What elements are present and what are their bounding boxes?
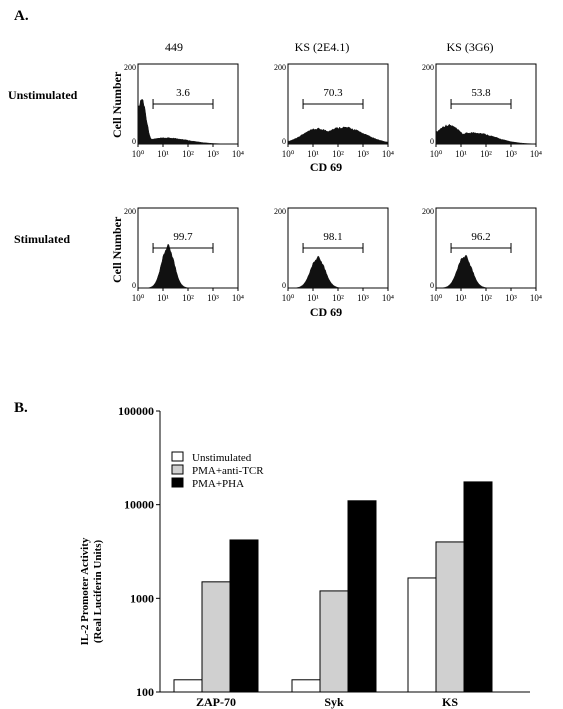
x-tick-label: 10⁴ xyxy=(232,293,244,303)
y-tick-label: 200 xyxy=(124,63,136,72)
y-tick-label: 0 xyxy=(430,137,434,146)
histogram-stimulated-2: 200 0 10⁰ 10¹ 10² 10³ 10⁴ 96.2 xyxy=(422,207,542,303)
row-label-unstimulated: Unstimulated xyxy=(8,88,78,102)
histogram-area xyxy=(435,254,536,289)
y-tick-label: 0 xyxy=(132,281,136,290)
x-tick-label: 10¹ xyxy=(455,149,467,159)
x-tick-label: 10⁴ xyxy=(382,149,394,159)
panel-b-label: B. xyxy=(14,400,28,416)
gate-percentage-label: 3.6 xyxy=(176,87,190,99)
y-axis-title-line1: IL-2 Promoter Activity xyxy=(79,537,91,645)
x-tick-label: 10⁴ xyxy=(232,149,244,159)
x-tick-label: 10¹ xyxy=(307,149,319,159)
histogram-area xyxy=(287,255,388,289)
histogram-area xyxy=(435,123,537,145)
x-tick-label: 10³ xyxy=(207,149,219,159)
legend-label: Unstimulated xyxy=(192,452,252,464)
legend-swatch xyxy=(171,464,184,475)
y-tick-label: 0 xyxy=(132,137,136,146)
x-tick-label: 10⁴ xyxy=(530,293,542,303)
panel-a-label: A. xyxy=(14,8,29,24)
x-tick-label: 10² xyxy=(332,149,344,159)
x-tick-label: 10³ xyxy=(505,293,517,303)
x-tick-label: 10² xyxy=(182,149,194,159)
bar-ks-0 xyxy=(407,577,437,693)
x-tick-label: 10² xyxy=(332,293,344,303)
histogram-unstimulated-2: 200 0 10⁰ 10¹ 10² 10³ 10⁴ 53.8 xyxy=(422,63,542,159)
x-category-label: ZAP-70 xyxy=(196,695,236,709)
x-tick-label: 10¹ xyxy=(157,293,169,303)
bar-ks-1 xyxy=(435,541,465,693)
y-tick-label: 0 xyxy=(430,281,434,290)
x-tick-label: 10³ xyxy=(357,149,369,159)
histogram-area xyxy=(287,126,389,145)
x-tick-label: 10⁰ xyxy=(132,293,145,303)
y-tick-label: 100000 xyxy=(118,404,154,418)
y-tick-label: 10000 xyxy=(124,498,154,512)
gate-percentage-label: 96.2 xyxy=(471,231,490,243)
x-tick-label: 10³ xyxy=(207,293,219,303)
row-label-stimulated: Stimulated xyxy=(14,232,71,246)
y-tick-label: 200 xyxy=(124,207,136,216)
x-tick-label: 10⁰ xyxy=(430,149,443,159)
bar-zap-70-2 xyxy=(229,539,259,693)
x-tick-label: 10⁴ xyxy=(382,293,394,303)
bar-ks-2 xyxy=(463,481,493,693)
bar-zap-70-1 xyxy=(201,581,231,693)
gate-percentage-label: 53.8 xyxy=(471,87,491,99)
y-tick-label: 100 xyxy=(136,685,154,699)
histogram-stimulated-0: 200 0 10⁰ 10¹ 10² 10³ 10⁴ 99.7 xyxy=(124,207,244,303)
x-category-label: Syk xyxy=(324,695,344,709)
column-title-449: 449 xyxy=(165,40,183,54)
x-tick-label: 10² xyxy=(182,293,194,303)
y-tick-label: 0 xyxy=(282,281,286,290)
x-tick-label: 10¹ xyxy=(157,149,169,159)
x-tick-label: 10⁰ xyxy=(430,293,443,303)
y-tick-label: 200 xyxy=(422,63,434,72)
y-tick-label: 200 xyxy=(274,207,286,216)
legend-label: PMA+anti-TCR xyxy=(192,465,264,477)
x-tick-label: 10² xyxy=(480,293,492,303)
bar-syk-2 xyxy=(347,500,377,693)
x-tick-label: 10³ xyxy=(505,149,517,159)
y-axis-title: IL-2 Promoter Activity (Real Luciferin Un… xyxy=(79,537,104,645)
y-axis-title-line2: (Real Luciferin Units) xyxy=(92,540,104,644)
y-tick-label: 0 xyxy=(282,137,286,146)
legend-swatch xyxy=(171,477,184,488)
x-tick-label: 10² xyxy=(480,149,492,159)
legend-label: PMA+PHA xyxy=(192,478,244,490)
x-tick-label: 10³ xyxy=(357,293,369,303)
bar-syk-1 xyxy=(319,590,349,693)
bar-zap-70-0 xyxy=(173,679,203,693)
x-category-label: KS xyxy=(442,695,458,709)
x-axis-title-stimulated: CD 69 xyxy=(309,305,343,319)
histogram-unstimulated-0: 200 0 10⁰ 10¹ 10² 10³ 10⁴ 3.6 xyxy=(124,63,244,159)
x-tick-label: 10¹ xyxy=(455,293,467,303)
legend-swatch xyxy=(171,451,184,462)
y-tick-label: 1000 xyxy=(130,591,154,605)
x-tick-label: 10¹ xyxy=(307,293,319,303)
histogram-area xyxy=(138,243,238,289)
x-tick-label: 10⁴ xyxy=(530,149,542,159)
y-tick-label: 200 xyxy=(274,63,286,72)
x-tick-label: 10⁰ xyxy=(282,293,295,303)
histogram-stimulated-1: 200 0 10⁰ 10¹ 10² 10³ 10⁴ 98.1 xyxy=(274,207,394,303)
column-title-ks-2e4: KS (2E4.1) xyxy=(294,40,350,54)
column-title-ks-3g6: KS (3G6) xyxy=(446,40,494,54)
y-tick-label: 200 xyxy=(422,207,434,216)
gate-percentage-label: 70.3 xyxy=(323,87,343,99)
x-tick-label: 10⁰ xyxy=(132,149,145,159)
histogram-unstimulated-1: 200 0 10⁰ 10¹ 10² 10³ 10⁴ 70.3 xyxy=(274,63,394,159)
x-tick-label: 10⁰ xyxy=(282,149,295,159)
histogram-area xyxy=(137,99,239,145)
gate-percentage-label: 99.7 xyxy=(173,231,193,243)
gate-percentage-label: 98.1 xyxy=(323,231,342,243)
bar-syk-0 xyxy=(291,679,321,693)
x-axis-title-unstimulated: CD 69 xyxy=(309,160,343,174)
